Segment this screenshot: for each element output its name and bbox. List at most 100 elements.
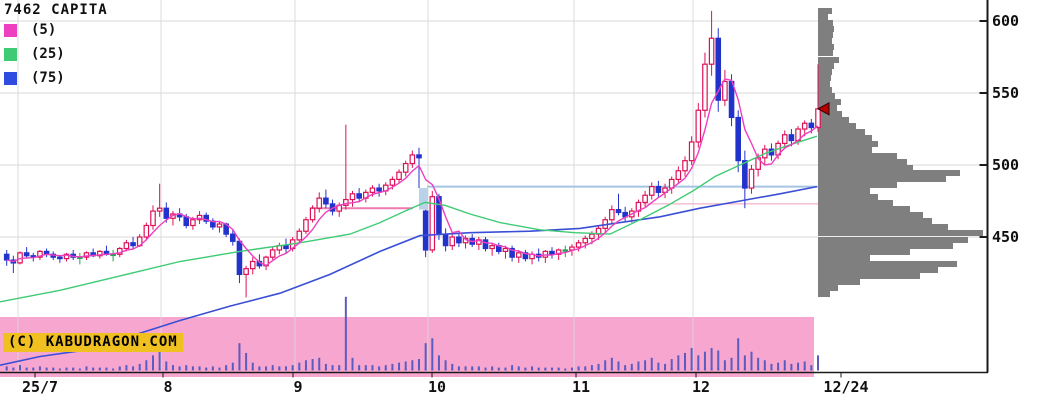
candle-body	[316, 197, 323, 209]
volume-profile-bar	[818, 170, 960, 176]
volume-bar	[65, 367, 68, 370]
volume-bar	[32, 367, 35, 370]
candle-body	[722, 80, 728, 101]
volume-bar	[378, 366, 381, 370]
chart-title: 7462 CAPITA	[4, 2, 108, 18]
volume-profile-bar	[818, 291, 830, 297]
volume-profile-bar	[818, 243, 953, 249]
volume-bar	[351, 357, 354, 370]
volume-bar	[211, 366, 214, 370]
volume-profile-bar	[818, 93, 835, 99]
legend-item-ma75: (75)	[4, 66, 108, 90]
volume-bar	[19, 365, 21, 370]
gap-window-marker	[419, 188, 428, 210]
candle-body	[23, 252, 30, 257]
volume-bar	[690, 348, 693, 370]
volume-bar	[537, 367, 540, 370]
volume-bar	[158, 351, 161, 370]
volume-bar	[298, 362, 301, 370]
volume-bar	[604, 360, 607, 370]
candle-body	[742, 160, 748, 189]
volume-bar	[457, 366, 460, 370]
candle-body	[243, 268, 249, 276]
volume-profile-bar	[818, 32, 833, 38]
volume-bar	[371, 365, 374, 370]
candle-body	[429, 196, 436, 251]
candle-body	[642, 194, 648, 204]
volume-profile-bar	[818, 279, 860, 285]
volume-bar	[757, 357, 760, 370]
volume-bar	[803, 361, 806, 370]
volume-profile-bar	[818, 50, 833, 56]
volume-bar	[511, 365, 514, 370]
volume-bar	[797, 362, 800, 370]
volume-bar	[657, 362, 660, 370]
volume-profile-bar	[818, 285, 838, 291]
candle-body	[323, 197, 329, 205]
volume-bar	[291, 365, 294, 370]
time-label-12/24: 12/24	[823, 378, 868, 396]
candle-body	[735, 116, 742, 162]
volume-bar	[451, 363, 454, 370]
candle-body	[422, 210, 429, 251]
volume-bar	[311, 359, 314, 370]
candle-body	[449, 236, 456, 247]
volume-bar	[92, 367, 95, 370]
chart-legend: 7462 CAPITA (5) (25) (75)	[4, 2, 108, 90]
volume-profile-bar	[818, 212, 923, 218]
candle-body	[808, 122, 815, 129]
candle-body	[183, 216, 190, 227]
volume-bar	[85, 366, 88, 370]
candle-body	[609, 209, 615, 221]
volume-bar	[105, 367, 108, 370]
candle-body	[675, 170, 682, 180]
volume-profile-bar	[818, 218, 932, 224]
volume-profile-bar	[818, 141, 878, 147]
volume-bar	[750, 351, 753, 370]
volume-bar	[644, 360, 647, 370]
volume-profile-bar	[818, 57, 839, 63]
candle-body	[369, 187, 376, 193]
candle-body	[615, 209, 622, 214]
volume-bar	[5, 366, 8, 370]
time-label-11: 11	[572, 378, 590, 396]
volume-bar	[152, 355, 154, 370]
candle-body	[416, 154, 422, 159]
volume-bar	[411, 360, 414, 370]
volume-bar	[777, 362, 780, 370]
volume-bar	[12, 367, 15, 370]
volume-bar	[218, 367, 221, 370]
volume-bar	[205, 367, 208, 370]
time-label-25/7: 25/7	[22, 378, 58, 396]
volume-bar	[570, 367, 573, 370]
candle-body	[303, 219, 309, 232]
volume-bar	[524, 367, 527, 370]
volume-bar	[358, 365, 361, 370]
volume-profile-bar	[818, 249, 910, 255]
ma25-line	[0, 135, 818, 303]
volume-bar	[610, 357, 613, 370]
volume-bar	[517, 366, 520, 370]
time-label-9: 9	[293, 378, 302, 396]
volume-profile-bar	[818, 188, 870, 194]
volume-bar	[198, 366, 201, 370]
candle-body	[249, 260, 256, 270]
volume-profile-bar	[818, 38, 832, 44]
volume-bar	[431, 338, 434, 370]
volume-profile-bar	[818, 267, 938, 273]
volume-bar	[344, 296, 347, 370]
candle-body	[748, 168, 755, 189]
volume-profile	[818, 8, 983, 297]
volume-bar	[145, 360, 148, 370]
volume-bar	[783, 360, 786, 370]
volume-bar	[484, 367, 487, 370]
price-label-600: 600	[992, 12, 1019, 30]
volume-bar	[617, 361, 620, 370]
candle-body	[130, 242, 136, 247]
volume-bar	[45, 367, 48, 370]
volume-bar	[424, 343, 427, 370]
candle-body	[163, 207, 170, 219]
volume-profile-bar	[818, 273, 920, 279]
price-label-450: 450	[992, 228, 1019, 246]
